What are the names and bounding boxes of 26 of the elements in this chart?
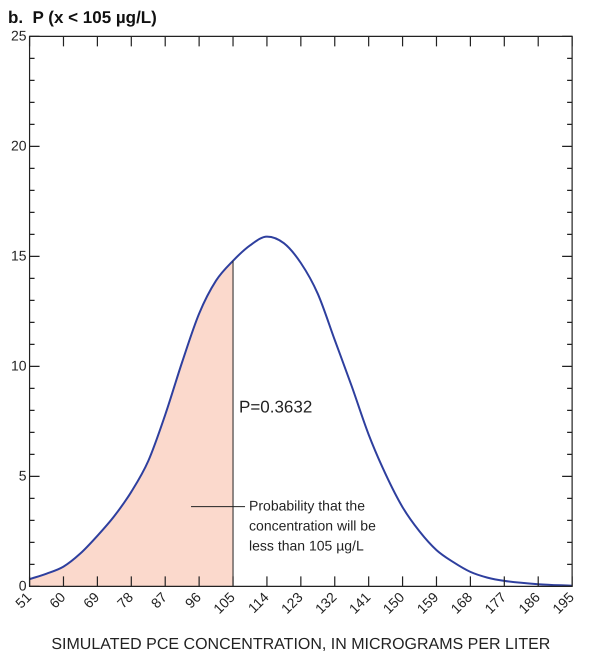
x-tick-label: 60 — [46, 588, 68, 612]
x-tick-label: 159 — [414, 588, 442, 617]
y-tick-label: 25 — [10, 27, 27, 44]
x-tick-label: 132 — [312, 588, 340, 617]
y-tick-label: 5 — [18, 467, 27, 484]
x-tick-label: 141 — [346, 588, 374, 617]
x-tick-label: 87 — [148, 588, 170, 612]
x-tick-label: 69 — [80, 588, 102, 612]
annotation: Probability that the concentration will be less than 105 µg/L — [249, 498, 376, 554]
x-tick-label: 150 — [380, 588, 408, 617]
x-tick-label: 186 — [515, 588, 544, 617]
x-tick-label: 177 — [481, 588, 510, 617]
x-tick-label: 195 — [549, 588, 578, 617]
x-tick-label: 78 — [114, 588, 136, 612]
x-tick-label: 123 — [278, 588, 306, 617]
x-tick-label: 168 — [447, 588, 476, 617]
x-tick-label: 105 — [210, 588, 238, 617]
x-tick-label: 114 — [244, 588, 272, 616]
y-tick-label: 20 — [10, 137, 27, 154]
annotation: P=0.3632 — [239, 397, 312, 416]
y-tick-label: 10 — [10, 357, 27, 374]
y-tick-label: 0 — [18, 577, 27, 594]
x-tick-label: 96 — [182, 588, 204, 612]
y-tick-label: 15 — [10, 247, 27, 264]
x-axis-title: SIMULATED PCE CONCENTRATION, IN MICROGRAMS PER LITER — [51, 636, 550, 653]
chart-title: b. P (x < 105 µg/L) — [8, 8, 157, 27]
